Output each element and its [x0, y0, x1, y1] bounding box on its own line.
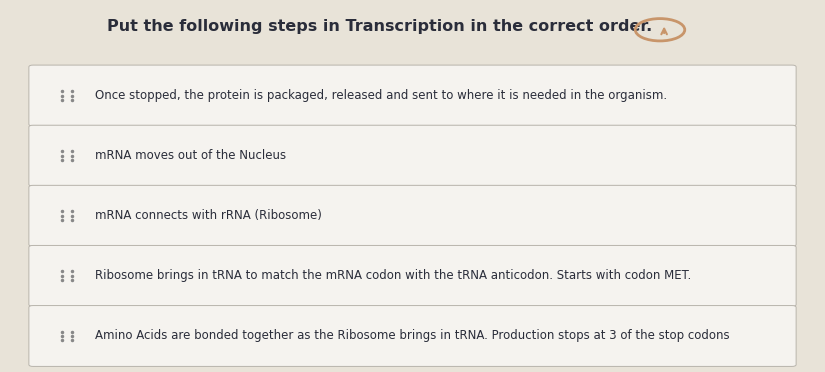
FancyBboxPatch shape: [29, 185, 796, 246]
Text: Ribosome brings in tRNA to match the mRNA codon with the tRNA anticodon. Starts : Ribosome brings in tRNA to match the mRN…: [95, 269, 691, 282]
FancyBboxPatch shape: [29, 125, 796, 186]
Text: Once stopped, the protein is packaged, released and sent to where it is needed i: Once stopped, the protein is packaged, r…: [95, 89, 667, 102]
FancyBboxPatch shape: [29, 246, 796, 306]
Text: Amino Acids are bonded together as the Ribosome brings in tRNA. Production stops: Amino Acids are bonded together as the R…: [95, 330, 729, 343]
Text: Put the following steps in Transcription in the correct order.: Put the following steps in Transcription…: [107, 19, 653, 33]
FancyBboxPatch shape: [29, 305, 796, 366]
Text: mRNA moves out of the Nucleus: mRNA moves out of the Nucleus: [95, 149, 286, 162]
FancyBboxPatch shape: [29, 65, 796, 126]
Text: mRNA connects with rRNA (Ribosome): mRNA connects with rRNA (Ribosome): [95, 209, 322, 222]
